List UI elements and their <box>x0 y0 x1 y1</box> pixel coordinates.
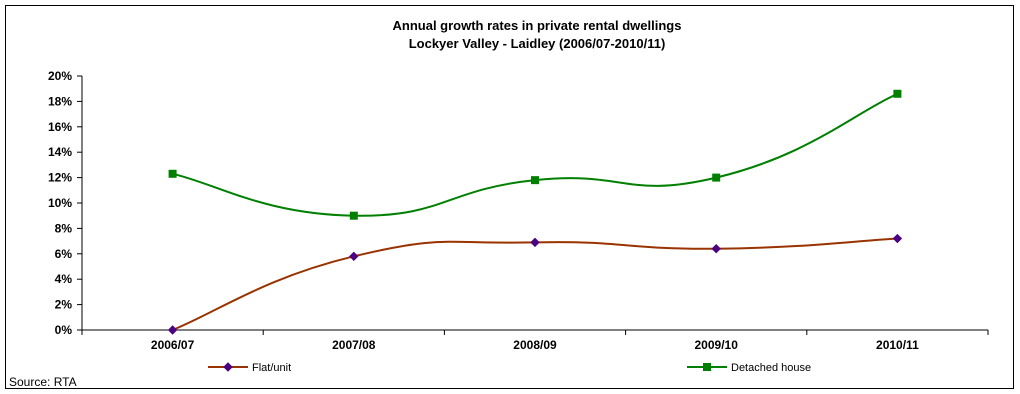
y-tick-label: 18% <box>48 94 72 108</box>
source-note: Source: RTA <box>9 375 77 389</box>
legend-label: Detached house <box>731 362 811 374</box>
legend-item-detached-house: Detached house <box>687 362 811 374</box>
y-tick-label: 14% <box>48 145 72 159</box>
chart-subtitle: Lockyer Valley - Laidley (2006/07-2010/1… <box>409 36 666 51</box>
y-tick-label: 2% <box>55 298 73 312</box>
y-tick-label: 16% <box>48 120 72 134</box>
y-tick-label: 12% <box>48 171 72 185</box>
x-tick-label: 2010/11 <box>876 338 919 352</box>
data-point-flat-unit <box>711 244 721 254</box>
series-flat-unit <box>167 233 903 335</box>
series-layer <box>167 89 903 335</box>
data-point-detached-house <box>893 89 902 98</box>
data-point-flat-unit <box>892 233 903 244</box>
legend-swatch-marker <box>223 362 233 372</box>
data-point-flat-unit <box>349 251 359 262</box>
x-tick-label: 2008/09 <box>513 338 557 352</box>
legend-swatch-marker <box>703 363 711 371</box>
series-detached-house <box>168 89 902 220</box>
y-tick-label: 4% <box>55 272 73 286</box>
series-line-flat-unit <box>172 237 898 331</box>
y-tick-label: 6% <box>55 247 73 261</box>
data-point-flat-unit <box>530 237 540 248</box>
y-tick-label: 20% <box>48 69 72 83</box>
y-tick-label: 0% <box>55 323 73 337</box>
x-tick-label: 2007/08 <box>332 338 376 352</box>
x-tick-label: 2009/10 <box>695 338 739 352</box>
chart-title: Annual growth rates in private rental dw… <box>393 18 682 33</box>
data-point-flat-unit <box>167 325 178 335</box>
data-point-detached-house <box>712 173 721 182</box>
data-point-detached-house <box>531 176 539 185</box>
x-tick-label: 2006/07 <box>151 338 195 352</box>
series-line-detached-house <box>172 92 898 217</box>
legend-label: Flat/unit <box>252 362 291 374</box>
y-tick-label: 8% <box>55 221 73 235</box>
data-point-detached-house <box>349 211 358 220</box>
axes: 0% 2% 4% 6% 8% 10% 12% 14% 16% 18% 20% 2006/07 2007/… <box>48 69 989 352</box>
legend-item-flat-unit: Flat/unit <box>208 362 291 374</box>
data-point-detached-house <box>168 169 177 178</box>
y-tick-label: 10% <box>48 196 72 210</box>
chart-frame <box>5 5 1014 389</box>
legend: Flat/unit Detached house <box>208 362 811 374</box>
